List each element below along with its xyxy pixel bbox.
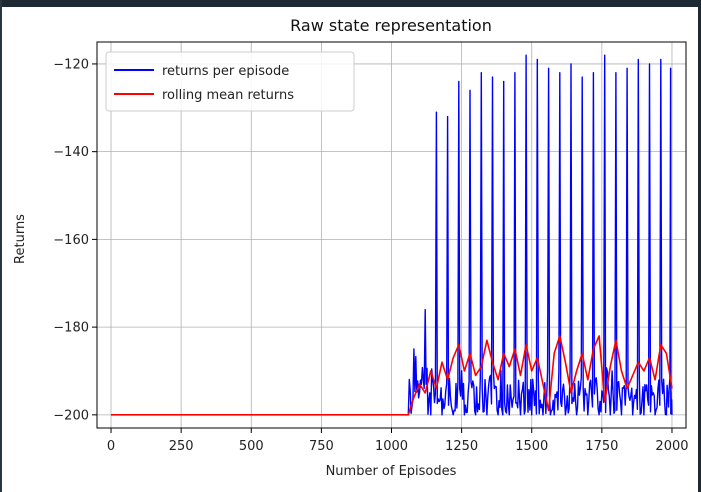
y-axis-title: Returns [13, 214, 28, 264]
chart-title: Raw state representation [290, 16, 492, 35]
y-axis-ticks: −200 −180 −160 −140 −120 [53, 57, 97, 423]
rolling-mean-returns-line [111, 335, 673, 416]
x-axis-ticks: 0 250 500 750 1000 1250 1500 1750 2000 [107, 428, 689, 454]
x-tick-label: 2000 [655, 439, 688, 454]
x-axis-title: Number of Episodes [326, 464, 457, 479]
y-tick-label: −140 [53, 145, 89, 160]
legend-label-returns: returns per episode [162, 64, 289, 79]
right-frame-bar [698, 0, 701, 492]
top-frame-bar [0, 0, 701, 7]
legend-box [105, 51, 355, 112]
y-tick-label: −120 [53, 57, 89, 72]
y-tick-label: −180 [53, 321, 89, 336]
legend: returns per episode rolling mean returns [105, 51, 355, 112]
x-tick-label: 1750 [585, 439, 618, 454]
y-tick-label: −160 [53, 233, 89, 248]
returns-per-episode-line [111, 54, 673, 416]
x-tick-label: 1250 [445, 439, 478, 454]
x-tick-label: 500 [239, 439, 264, 454]
x-tick-label: 1500 [515, 439, 548, 454]
left-frame-bar [0, 0, 2, 492]
returns-series-layer [111, 54, 673, 416]
x-tick-label: 750 [309, 439, 334, 454]
y-tick-label: −200 [53, 408, 89, 423]
rolling-mean-series-layer [111, 335, 673, 416]
x-tick-label: 1000 [375, 439, 408, 454]
legend-label-rolling-mean: rolling mean returns [162, 88, 294, 103]
x-tick-label: 0 [107, 439, 115, 454]
x-tick-label: 250 [169, 439, 194, 454]
